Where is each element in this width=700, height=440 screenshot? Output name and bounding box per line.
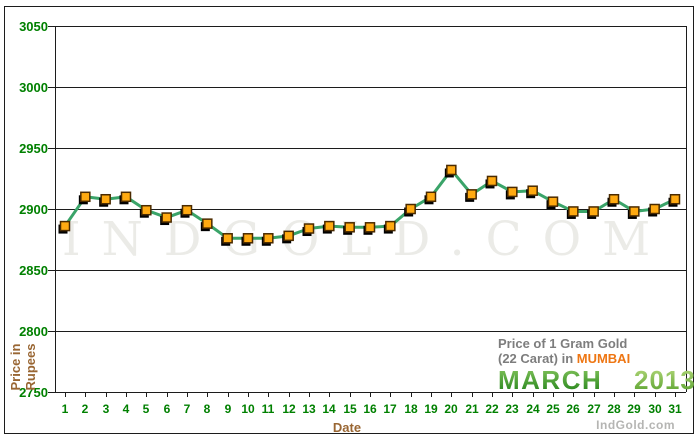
- data-point-marker: [425, 191, 437, 203]
- x-tick-label: 20: [444, 402, 458, 416]
- data-point-marker: [527, 185, 538, 196]
- data-point-marker: [161, 212, 172, 223]
- data-point-marker: [364, 222, 376, 233]
- x-tick-label: 5: [142, 402, 150, 416]
- x-tick-label: 31: [668, 402, 682, 416]
- chart-legend: Price of 1 Gram Gold (22 Carat) in MUMBA…: [498, 336, 695, 401]
- x-tick-label: 19: [424, 402, 438, 416]
- x-tick-label: 18: [404, 402, 418, 416]
- data-point-marker: [141, 204, 152, 216]
- data-point-marker: [80, 191, 91, 203]
- legend-month-year: MARCH 2013: [498, 365, 696, 395]
- x-tick-label: 4: [122, 402, 130, 416]
- data-point-marker: [222, 233, 233, 244]
- data-point-marker: [202, 218, 213, 229]
- watermark-text: IndGold.COM: [62, 212, 672, 267]
- x-tick-label: 22: [485, 402, 499, 416]
- x-tick-label: 25: [546, 402, 560, 416]
- x-tick-label: 2: [81, 402, 89, 416]
- x-tick-label: 28: [607, 402, 621, 416]
- y-axis-title-line2: Rupees: [23, 343, 38, 391]
- x-tick-label: 21: [465, 402, 479, 416]
- x-tick-label: 23: [505, 402, 519, 416]
- x-tick-label: 1: [61, 402, 69, 416]
- x-tick-label: 24: [526, 402, 540, 416]
- data-point-marker: [669, 193, 681, 205]
- data-point-marker: [629, 206, 640, 217]
- y-tick-label: 3000: [19, 80, 48, 95]
- x-tick-label: 29: [627, 402, 641, 416]
- legend-title-line1: Price of 1 Gram Gold: [498, 336, 628, 351]
- x-tick-label: 15: [343, 402, 357, 416]
- x-tick-label: 17: [383, 402, 397, 416]
- data-point-marker: [59, 220, 71, 232]
- data-point-marker: [486, 175, 498, 187]
- y-tick-label: 2850: [19, 263, 48, 278]
- x-tick-label: 26: [566, 402, 580, 416]
- data-point-marker: [385, 220, 396, 232]
- legend-title-line2: (22 Carat) in MUMBAI: [498, 351, 690, 366]
- x-tick-label: 6: [163, 402, 171, 416]
- data-point-marker: [181, 204, 193, 216]
- data-point-marker: [649, 203, 660, 215]
- data-point-marker: [466, 189, 477, 200]
- chart-outer-border: [4, 6, 694, 434]
- data-point-marker: [446, 164, 457, 176]
- data-point-marker: [324, 220, 335, 232]
- x-tick-label: 27: [587, 402, 601, 416]
- x-tick-label: 12: [282, 402, 296, 416]
- data-point-marker: [120, 191, 132, 203]
- y-axis-title: Price in Rupees: [8, 312, 38, 422]
- y-tick-label: 2950: [19, 141, 48, 156]
- data-point-marker: [547, 196, 559, 207]
- data-point-marker: [100, 193, 111, 205]
- x-tick-label: 13: [302, 402, 316, 416]
- x-axis-title: Date: [332, 420, 362, 435]
- x-tick-label: 8: [203, 402, 211, 416]
- x-tick-label: 16: [363, 402, 377, 416]
- legend-year: 2013: [634, 366, 696, 395]
- y-tick-label: 2800: [19, 324, 48, 339]
- data-point-marker: [283, 230, 294, 242]
- x-tick-label: 7: [183, 402, 191, 416]
- x-tick-label: 11: [261, 402, 275, 416]
- x-tick-label: 30: [648, 402, 662, 416]
- data-point-marker: [588, 206, 599, 217]
- legend-carat-text: (22 Carat) in: [498, 351, 577, 366]
- data-point-marker: [568, 206, 579, 217]
- data-point-marker: [303, 223, 315, 234]
- data-point-marker: [507, 186, 518, 198]
- legend-city: MUMBAI: [576, 351, 631, 366]
- data-point-marker: [608, 193, 620, 205]
- y-tick-label: 2900: [19, 202, 48, 217]
- y-tick-label: 2750: [19, 385, 48, 400]
- x-tick-label: 10: [241, 402, 255, 416]
- data-point-marker: [242, 233, 254, 244]
- y-tick-label: 3050: [19, 19, 48, 34]
- x-tick-label: 14: [322, 402, 336, 416]
- data-point-marker: [344, 222, 355, 233]
- legend-month: MARCH: [498, 366, 602, 395]
- data-point-marker: [263, 233, 274, 244]
- brand-credit: IndGold.com: [596, 418, 675, 432]
- x-tick-label: 3: [102, 402, 110, 416]
- y-axis-title-line1: Price in: [8, 343, 23, 391]
- x-tick-label: 9: [224, 402, 232, 416]
- data-point-marker: [405, 203, 416, 215]
